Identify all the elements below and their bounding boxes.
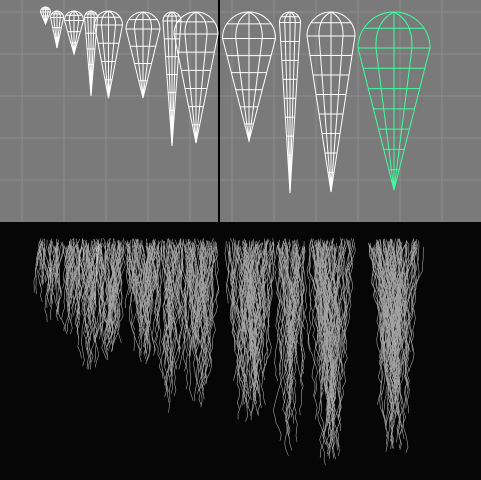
hair-clump-4 <box>74 238 105 370</box>
hair-clump-2 <box>44 238 65 323</box>
viewport-grid <box>0 0 481 222</box>
cone-3[interactable] <box>63 10 85 56</box>
hair-clump-6 <box>124 238 167 364</box>
cone-10[interactable] <box>278 11 302 194</box>
hair-clump-3 <box>61 238 86 335</box>
hair-clump-5 <box>92 237 126 361</box>
cone-5[interactable] <box>93 10 124 99</box>
hair-clump-1 <box>33 238 54 304</box>
render-preview <box>0 222 481 480</box>
render-canvas <box>33 237 424 466</box>
hair-clump-12 <box>367 238 424 454</box>
cone-7[interactable] <box>162 11 182 147</box>
viewport-canvas[interactable] <box>0 0 481 222</box>
hair-clump-8 <box>179 238 220 408</box>
hair-render <box>33 237 424 466</box>
cone-12[interactable] <box>357 11 431 191</box>
cone-4[interactable] <box>83 10 99 97</box>
hair-clump-9 <box>224 238 276 422</box>
wireframe-viewport[interactable] <box>0 0 481 222</box>
hair-clump-10 <box>272 238 311 456</box>
cone-6[interactable] <box>125 11 161 99</box>
cone-1[interactable] <box>39 6 52 26</box>
cone-8[interactable] <box>173 11 219 144</box>
cone-11[interactable] <box>306 11 356 193</box>
cone-2[interactable] <box>49 10 65 49</box>
hair-clump-11 <box>306 237 356 466</box>
wireframe-objects[interactable] <box>39 6 431 194</box>
cone-9[interactable] <box>221 11 277 143</box>
